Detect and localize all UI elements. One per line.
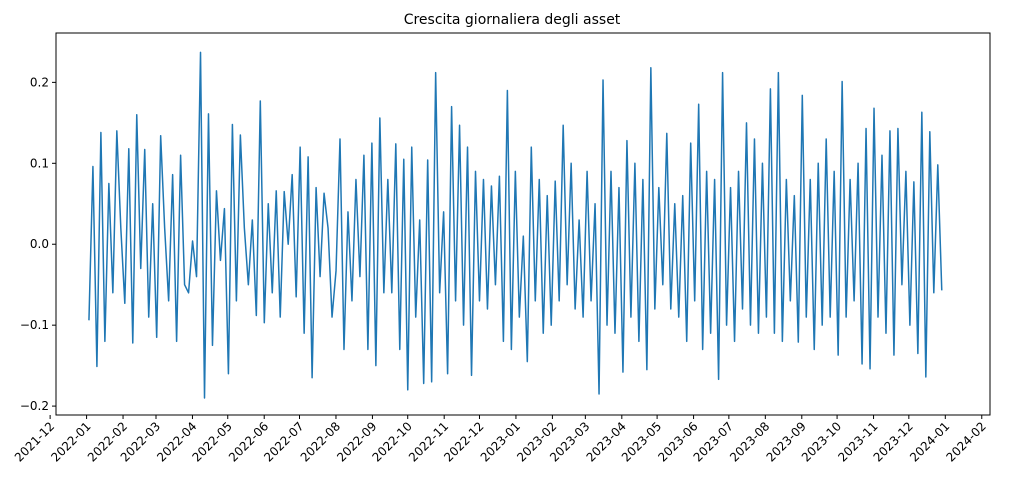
y-tick-label: 0.2 [30,75,49,89]
x-tick-label: 2024-02 [944,419,989,464]
y-tick-label: −0.1 [20,318,49,332]
y-tick-label: 0.1 [30,156,49,170]
series-line [88,51,943,399]
y-tick-labels: −0.2 −0.1 0.0 0.1 0.2 [20,75,56,413]
y-tick-label: 0.0 [30,237,49,251]
chart-title: Crescita giornaliera degli asset [404,12,621,28]
y-tick-label: −0.2 [20,399,49,413]
plot-frame [55,32,991,416]
x-ticks [49,415,983,419]
x-tick-labels: 2021-122022-012022-022022-032022-042022-… [12,419,989,464]
plot-area [88,51,943,399]
